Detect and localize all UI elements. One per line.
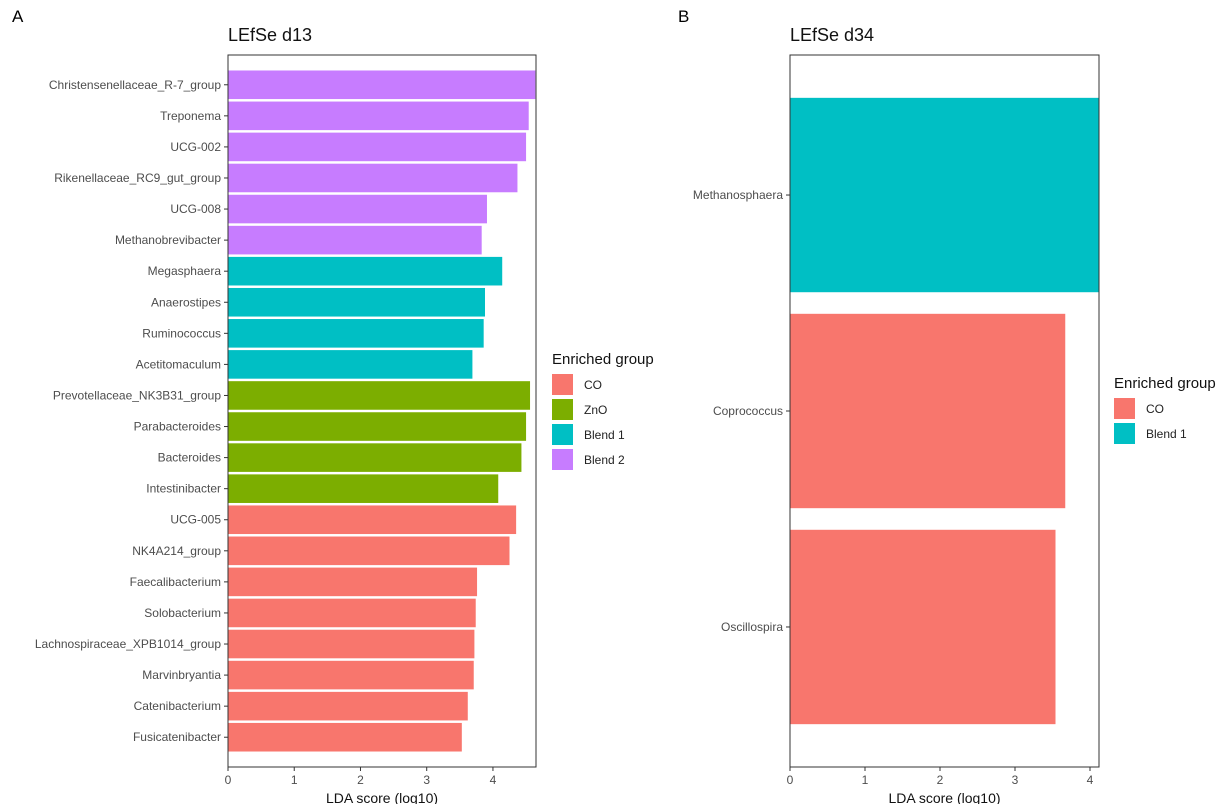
- panel-letter: B: [678, 7, 689, 26]
- bar-fusicatenibacter: [228, 722, 462, 752]
- y-tick-label: Treponema: [160, 109, 221, 123]
- bar-rikenellaceae-rc9-gut-group: [228, 163, 518, 193]
- y-tick-label: Ruminococcus: [142, 326, 221, 340]
- bar-solobacterium: [228, 598, 476, 628]
- panel-a: A LEfSe d13 Christensenellaceae_R-7_group T…: [12, 7, 654, 804]
- y-tick-label: Coprococcus: [713, 404, 783, 418]
- bar-parabacteroides: [228, 412, 527, 441]
- y-tick-label: Parabacteroides: [134, 420, 221, 434]
- y-tick-label: Catenibacterium: [134, 699, 221, 713]
- legend-label: Blend 1: [584, 428, 625, 442]
- y-tick-label: Methanobrevibacter: [115, 233, 221, 247]
- x-tick-label: 2: [357, 773, 364, 787]
- y-tick-label: Fusicatenibacter: [133, 730, 221, 744]
- x-tick-label: 0: [787, 773, 794, 787]
- legend-label: ZnO: [584, 403, 607, 417]
- bar-intestinibacter: [228, 474, 499, 503]
- legend-swatch: [552, 374, 573, 395]
- bar-anaerostipes: [228, 287, 485, 317]
- x-tick-label: 3: [1012, 773, 1019, 787]
- y-tick-label: Oscillospira: [721, 620, 783, 634]
- x-tick-label: 4: [490, 773, 497, 787]
- bar-marvinbryantia: [228, 660, 474, 690]
- panel-b: B LEfSe d34 Methanosphaera Coprococcus Oscil…: [678, 7, 1216, 804]
- y-tick-label: Christensenellaceae_R-7_group: [49, 78, 221, 92]
- y-tick-label: NK4A214_group: [132, 544, 221, 558]
- legend-label: Blend 1: [1146, 427, 1187, 441]
- legend-title: Enriched group: [552, 351, 654, 368]
- bar-treponema: [228, 101, 529, 131]
- y-tick-label: Megasphaera: [148, 264, 222, 278]
- legend-swatch: [552, 424, 573, 445]
- y-tick-label: UCG-002: [170, 140, 221, 154]
- y-tick-label: Prevotellaceae_NK3B31_group: [53, 388, 221, 402]
- y-tick-label: Methanosphaera: [693, 188, 783, 202]
- x-tick-label: 0: [225, 773, 232, 787]
- y-tick-label: Marvinbryantia: [142, 668, 221, 682]
- chart-title: LEfSe d13: [228, 25, 312, 45]
- y-tick-label: Lachnospiraceae_XPB1014_group: [35, 637, 221, 651]
- legend-swatch: [1114, 398, 1135, 419]
- x-tick-label: 1: [862, 773, 869, 787]
- x-tick-label: 4: [1087, 773, 1094, 787]
- y-tick-label: UCG-005: [170, 513, 221, 527]
- y-tick-label: Bacteroides: [158, 451, 221, 465]
- y-tick-label: Anaerostipes: [151, 295, 221, 309]
- bar-acetitomaculum: [228, 350, 473, 379]
- plot-border: [227, 54, 537, 768]
- legend-label: CO: [584, 378, 602, 392]
- panel-letter: A: [12, 7, 24, 26]
- legend-title: Enriched group: [1114, 375, 1216, 392]
- bar-bacteroides: [228, 443, 522, 472]
- bar-methanobrevibacter: [228, 225, 482, 255]
- legend: Enriched group CO ZnO Blend 1 Blend 2: [552, 351, 654, 470]
- bar-faecalibacterium: [228, 567, 478, 597]
- y-tick-label: Intestinibacter: [146, 482, 221, 496]
- x-tick-label: 2: [937, 773, 944, 787]
- bar-ucg-002: [228, 132, 527, 162]
- bar-ucg-008: [228, 194, 487, 224]
- chart-title: LEfSe d34: [790, 25, 874, 45]
- y-tick-label: Faecalibacterium: [130, 575, 221, 589]
- bar-oscillospira: [790, 529, 1056, 725]
- bar-methanosphaera: [790, 97, 1099, 293]
- bar-catenibacterium: [228, 691, 468, 721]
- legend-swatch: [1114, 423, 1135, 444]
- bar-ruminococcus: [228, 319, 484, 348]
- y-tick-label: UCG-008: [170, 202, 221, 216]
- y-tick-label: Rikenellaceae_RC9_gut_group: [54, 171, 221, 185]
- legend-label: Blend 2: [584, 453, 625, 467]
- x-tick-label: 3: [423, 773, 430, 787]
- legend-label: CO: [1146, 402, 1164, 416]
- plot-border: [789, 54, 1100, 768]
- bar-ucg-005: [228, 505, 517, 535]
- legend-swatch: [552, 399, 573, 420]
- bar-lachnospiraceae-xpb1014-group: [228, 629, 475, 659]
- bar-prevotellaceae-nk3b31-group: [228, 381, 531, 410]
- x-tick-label: 1: [291, 773, 298, 787]
- y-tick-label: Solobacterium: [144, 606, 221, 620]
- x-axis-title: LDA score (log10): [326, 790, 438, 804]
- bar-christensenellaceae-r-7-group: [228, 70, 536, 100]
- bar-coprococcus: [790, 313, 1066, 509]
- x-axis-title: LDA score (log10): [888, 790, 1000, 804]
- bar-nk4a214-group: [228, 536, 510, 566]
- y-tick-label: Acetitomaculum: [136, 357, 221, 371]
- bar-megasphaera: [228, 256, 503, 286]
- legend-swatch: [552, 449, 573, 470]
- legend: Enriched group CO Blend 1: [1114, 375, 1216, 444]
